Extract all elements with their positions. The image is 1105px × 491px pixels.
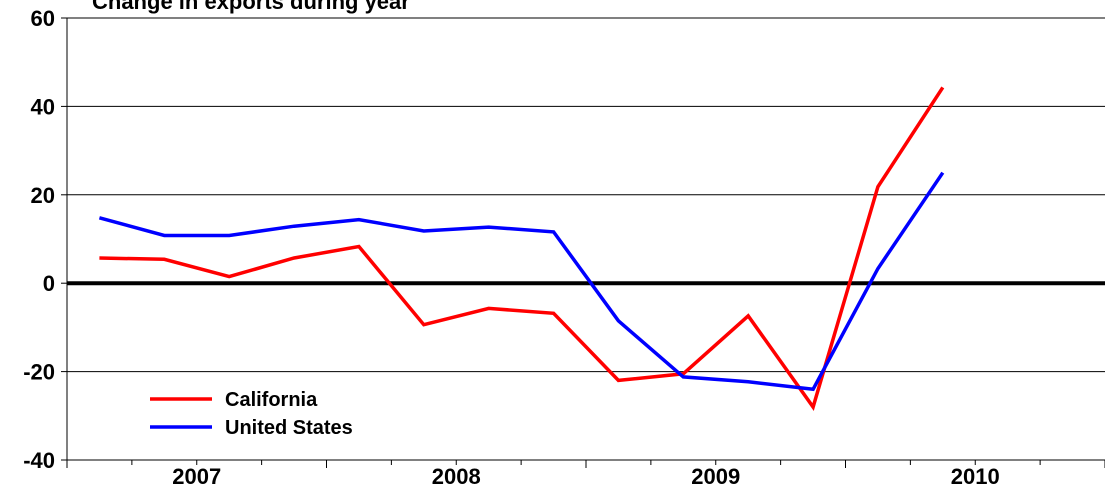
y-tick-label: 0 [43, 271, 55, 296]
axes [66, 18, 1105, 461]
y-tick-label: 20 [31, 183, 55, 208]
grid [67, 17, 1105, 373]
chart-title: Change in exports during year [92, 0, 410, 14]
x-axis-ticks: 2007 2008 2009 2010 [66, 460, 1105, 489]
x-tick-label: 2009 [691, 464, 740, 489]
y-axis-ticks: 60 40 20 0 -20 -40 [23, 6, 67, 473]
legend: California United States [150, 389, 353, 439]
series-lines [98, 86, 945, 411]
y-tick-label: -20 [23, 360, 55, 385]
y-tick-label: 40 [31, 94, 55, 119]
y-tick-label: 60 [31, 6, 55, 31]
series-line-california [99, 86, 945, 411]
x-tick-label: 2008 [432, 464, 481, 489]
legend-label: California [225, 389, 318, 411]
series-line-united-states [98, 171, 945, 392]
legend-label: United States [225, 417, 353, 439]
y-tick-label: -40 [23, 448, 55, 473]
x-tick-label: 2010 [951, 464, 1000, 489]
x-tick-label: 2007 [172, 464, 221, 489]
